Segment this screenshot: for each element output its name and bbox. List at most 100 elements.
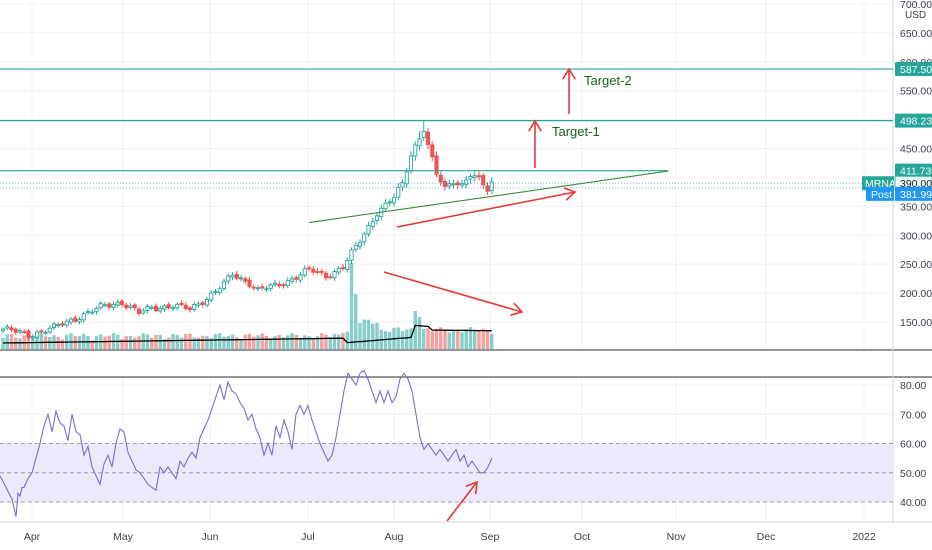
volume-moving-average	[2, 324, 492, 344]
candle-body	[115, 301, 120, 306]
ticker-badge-background	[862, 176, 894, 191]
candlesticks	[0, 121, 494, 341]
volume-bar	[31, 338, 35, 349]
candle-body	[94, 307, 99, 313]
candle-body	[234, 273, 239, 279]
candle-body	[417, 138, 422, 147]
candle-body	[183, 304, 188, 309]
volume-bar	[218, 333, 222, 349]
volume-bar	[320, 333, 324, 349]
breakout-arrow	[396, 187, 577, 228]
candle-body	[302, 268, 307, 276]
candle-body	[64, 320, 69, 326]
volume-bar	[205, 336, 209, 349]
candle-body	[311, 268, 316, 273]
time-axis-label: Aug	[385, 531, 404, 543]
candle-body	[22, 331, 27, 334]
candle-body	[111, 303, 116, 308]
candle-body	[26, 330, 31, 338]
volume-bar	[60, 339, 65, 349]
level-badge-text: 411.73	[900, 166, 931, 178]
volume-bar	[192, 337, 196, 349]
volume-bar	[9, 333, 14, 349]
time-axis-label: Apr	[24, 531, 41, 543]
volume-bar	[324, 334, 328, 349]
volume-bar	[39, 333, 43, 349]
volume-bar	[485, 329, 490, 349]
arrow-head	[465, 480, 478, 495]
candle-body	[332, 271, 337, 279]
candle-body	[328, 276, 333, 279]
candle-body	[204, 299, 210, 306]
candle-body	[170, 307, 176, 310]
candle-body	[285, 280, 290, 287]
candle-body	[447, 183, 452, 187]
candle-body	[438, 174, 443, 183]
volume-bar	[426, 328, 430, 349]
candle-body	[421, 130, 426, 139]
arrow-shaft	[396, 191, 576, 228]
volume-bar	[196, 337, 201, 349]
volume-bar	[477, 331, 481, 349]
volume-bar	[239, 339, 243, 349]
candle-body	[77, 319, 82, 323]
volume-bar	[167, 337, 171, 349]
candle-body	[13, 328, 18, 333]
volume-bar	[456, 329, 460, 349]
volume-bar	[56, 336, 60, 349]
candle-body	[90, 311, 95, 314]
arrow-head	[562, 67, 576, 80]
candle-body	[56, 324, 61, 326]
level-badge-text: 587.50	[900, 64, 932, 76]
volume-bars	[1, 263, 494, 349]
candle-body	[468, 176, 473, 180]
volume-bar	[451, 330, 456, 349]
candle-body	[476, 175, 482, 178]
post-label: Post	[871, 189, 892, 201]
time-axis-label: Jun	[202, 531, 219, 543]
candle-body	[238, 277, 244, 280]
candle-body	[217, 288, 222, 293]
candle-body	[102, 304, 108, 307]
rsi-tick-label: 70.00	[900, 409, 926, 421]
candle-body	[39, 330, 44, 333]
candle-body	[264, 288, 269, 291]
volume-bar	[286, 335, 290, 349]
candle-body	[387, 201, 392, 204]
candle-body	[209, 292, 214, 301]
candle-body	[221, 281, 227, 290]
time-axis-label: Nov	[667, 531, 686, 543]
candle-body	[200, 302, 205, 306]
volume-bar	[137, 336, 141, 349]
volume-bar	[430, 331, 434, 349]
volume-bar	[460, 332, 464, 349]
volume-bar	[315, 336, 320, 349]
volume-bar	[417, 317, 422, 349]
candle-body	[340, 266, 346, 270]
price-tick-label: 150.00	[900, 317, 932, 329]
volume-bar	[35, 334, 39, 349]
price-tick-label: 450.00	[900, 144, 932, 156]
candle-body	[179, 303, 184, 305]
target-1-label: Target-1	[552, 124, 600, 139]
candle-body	[175, 303, 180, 309]
volume-bar	[473, 329, 477, 349]
rsi-tick-label: 60.00	[900, 439, 926, 451]
volume-bar	[209, 338, 213, 349]
candle-body	[272, 282, 278, 285]
candle-body	[98, 303, 103, 309]
volume-bar	[349, 263, 354, 349]
time-axis-label: 2022	[852, 531, 876, 543]
volume-bar	[230, 334, 235, 349]
support-trendline	[308, 170, 669, 224]
price-tick-label: 200.00	[900, 288, 932, 300]
volume-bar	[260, 333, 264, 349]
candle-body	[294, 277, 299, 280]
overlays: Target-1 Target-2	[0, 67, 893, 522]
arrow-head	[563, 187, 577, 201]
post-market-badge: Post 381.99	[866, 186, 932, 201]
candle-body	[472, 175, 477, 178]
candle-body	[187, 307, 193, 311]
level-badge-background	[895, 163, 932, 178]
